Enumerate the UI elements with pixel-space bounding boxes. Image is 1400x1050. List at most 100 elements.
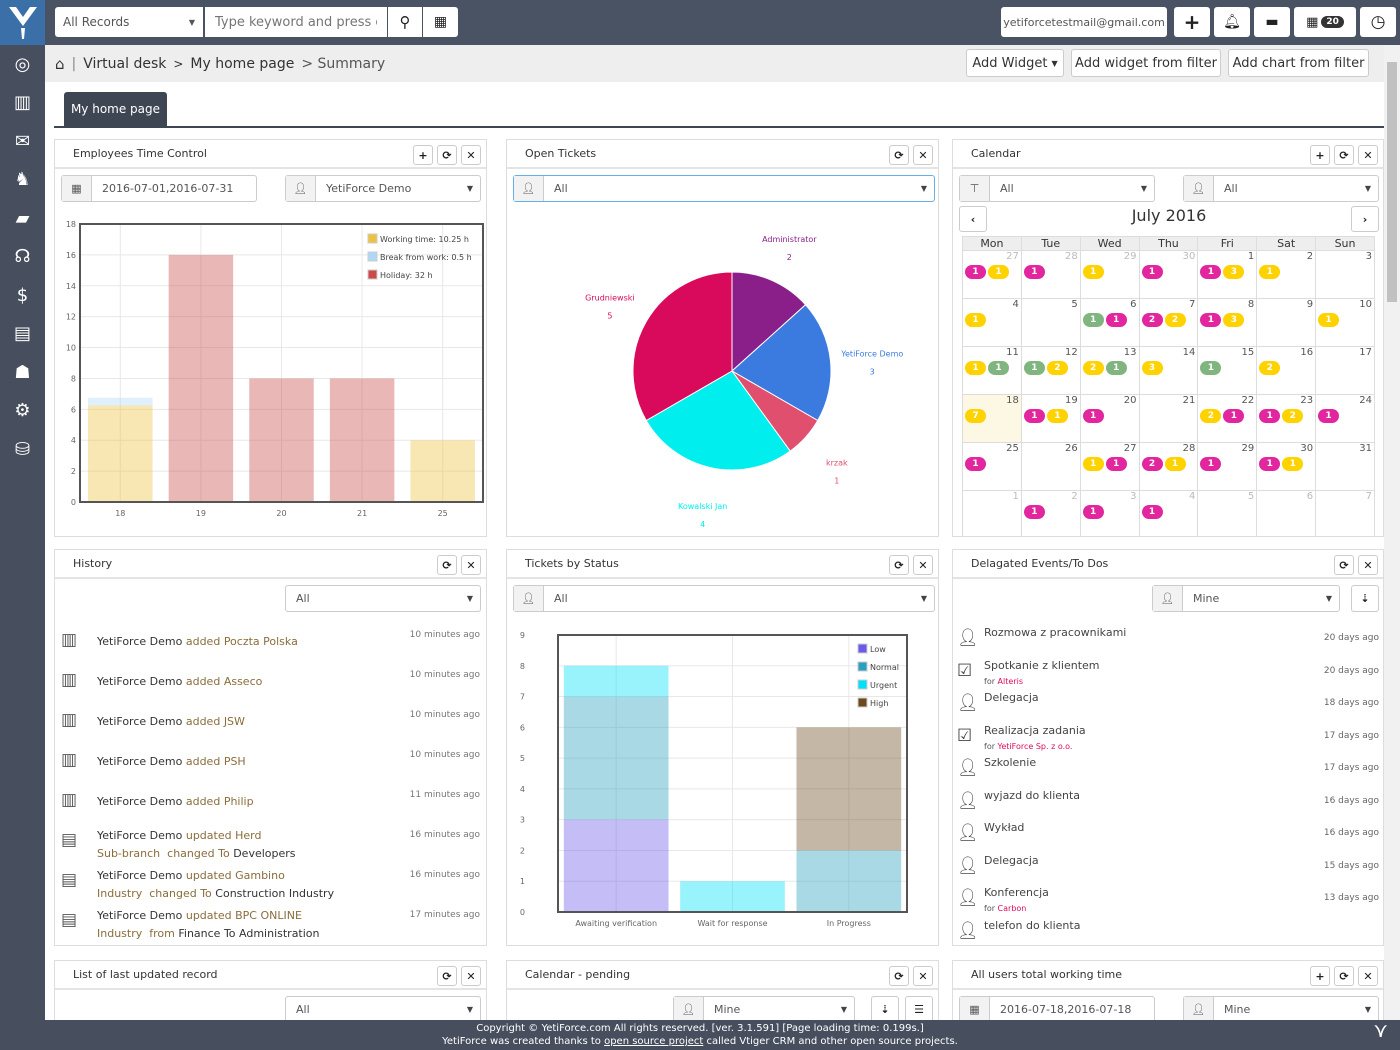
calendar-day[interactable]: 16 2 (1256, 346, 1317, 395)
calendar-day[interactable]: 21 (1138, 394, 1199, 443)
sort-icon[interactable]: ⇣ (871, 996, 899, 1023)
delegated-item[interactable]: 👤︎ Wykład 16 days ago (953, 815, 1383, 848)
history-user[interactable]: YetiForce Demo (97, 715, 183, 728)
refresh-icon[interactable]: ⟳ (1334, 555, 1354, 575)
search-button[interactable]: ⚲ (388, 7, 422, 37)
sort-icon[interactable]: ⇣ (1351, 585, 1379, 612)
event-count-badge[interactable]: 1 (1318, 313, 1340, 327)
event-title[interactable]: Wykład (984, 821, 1025, 834)
calendar-day[interactable]: 27 1 1 (962, 250, 1022, 299)
close-icon[interactable]: ✕ (461, 966, 481, 986)
event-count-badge[interactable]: 1 (1023, 505, 1045, 519)
event-count-badge[interactable]: 2 (1141, 457, 1163, 471)
calendar-day[interactable]: 18 7 (962, 394, 1022, 443)
close-icon[interactable]: ✕ (913, 145, 933, 165)
close-icon[interactable]: ✕ (1358, 555, 1378, 575)
calendar-day[interactable]: 13 2 1 (1079, 346, 1140, 395)
event-count-badge[interactable]: 1 (965, 361, 986, 375)
add-chart-from-filter-button[interactable]: Add chart from filter (1228, 49, 1369, 77)
add-button[interactable]: + (1310, 966, 1330, 986)
close-icon[interactable]: ✕ (461, 555, 481, 575)
history-target[interactable]: Herd (235, 829, 262, 842)
owner-select[interactable]: 👤︎ All ▼ (513, 585, 935, 612)
calendar-owner-select[interactable]: 👤︎ All ▼ (1183, 175, 1379, 202)
yetiforce-logo[interactable] (0, 0, 45, 45)
calendar-day[interactable]: 25 1 (962, 442, 1022, 491)
database-icon[interactable]: ⛁ (14, 438, 31, 460)
add-widget-from-filter-button[interactable]: Add widget from filter (1071, 49, 1221, 77)
calendar-day[interactable]: 11 1 1 (962, 346, 1022, 395)
add-button[interactable]: + (1310, 145, 1330, 165)
event-count-badge[interactable]: 1 (965, 313, 986, 327)
related-record[interactable]: Alteris (997, 676, 1023, 686)
event-count-badge[interactable]: 2 (1282, 409, 1304, 423)
event-count-badge[interactable]: 1 (1082, 409, 1104, 423)
event-count-badge[interactable]: 1 (1200, 361, 1222, 375)
close-icon[interactable]: ✕ (1358, 145, 1378, 165)
refresh-icon[interactable]: ⟳ (437, 555, 457, 575)
refresh-icon[interactable]: ⟳ (1334, 966, 1354, 986)
event-title[interactable]: telefon do klienta (984, 918, 1081, 932)
buildings-icon[interactable]: ▤ (13, 323, 31, 345)
scrollbar-thumb[interactable] (1387, 62, 1397, 302)
chat-button[interactable]: ▬ (1254, 7, 1290, 37)
reminders-button[interactable]: ▦ 20 (1294, 7, 1356, 37)
quick-create-button[interactable]: + (1174, 7, 1210, 37)
page-scrollbar[interactable] (1384, 45, 1400, 1020)
history-target[interactable]: BPC ONLINE (235, 909, 302, 922)
tab-my-home-page[interactable]: My home page (64, 92, 167, 126)
event-count-badge[interactable]: 1 (1105, 457, 1127, 471)
event-title[interactable]: Delegacja (984, 853, 1039, 867)
working-owner-select[interactable]: 👤︎ Mine ▼ (1183, 996, 1379, 1023)
last-updated-filter-select[interactable]: All ▼ (285, 996, 481, 1023)
event-count-badge[interactable]: 1 (1141, 265, 1163, 279)
notifications-button[interactable]: 🔔︎ (1214, 7, 1250, 37)
refresh-icon[interactable]: ⟳ (437, 145, 457, 165)
date-range-field[interactable]: ▦ 2016-07-01,2016-07-31 (61, 175, 257, 202)
history-filter-select[interactable]: All ▼ (285, 585, 481, 612)
history-target[interactable]: Philip (223, 795, 254, 808)
delegated-item[interactable]: 👤︎ Szkolenie 17 days ago (953, 750, 1383, 783)
advanced-search-button[interactable]: ▦ (423, 7, 458, 37)
support-icon[interactable]: ☊ (14, 246, 31, 268)
event-count-badge[interactable]: 1 (988, 361, 1009, 375)
event-count-badge[interactable]: 1 (1223, 409, 1245, 423)
history-target[interactable]: Poczta Polska (223, 635, 298, 648)
event-count-badge[interactable]: 1 (1259, 409, 1281, 423)
event-count-badge[interactable]: 2 (1141, 313, 1163, 327)
sales-icon[interactable]: ♞ (14, 169, 31, 191)
dashboard-icon[interactable]: ◎ (14, 53, 31, 75)
search-input[interactable] (205, 7, 387, 37)
tools-icon[interactable]: ⚙ (14, 400, 31, 422)
delegated-item[interactable]: 👤︎ Delegacja 18 days ago (953, 685, 1383, 718)
calendar-day[interactable]: 17 (1315, 346, 1375, 395)
time-control-button[interactable]: ◷ (1360, 7, 1396, 37)
delegated-item[interactable]: 👤︎ Konferencja for Carbon 13 days ago (953, 880, 1383, 913)
event-count-badge[interactable]: 2 (1082, 361, 1104, 375)
close-icon[interactable]: ✕ (1358, 966, 1378, 986)
owner-select[interactable]: 👤︎ All ▼ (513, 175, 935, 202)
breadcrumb-item[interactable]: Virtual desk (83, 55, 167, 72)
history-user[interactable]: YetiForce Demo (97, 795, 183, 808)
calendar-day[interactable]: 15 1 (1197, 346, 1258, 395)
event-count-badge[interactable]: 2 (1259, 361, 1281, 375)
event-count-badge[interactable]: 1 (1105, 361, 1127, 375)
calendar-day[interactable]: 29 1 (1079, 250, 1140, 299)
pending-owner-select[interactable]: 👤︎ Mine ▼ (673, 996, 855, 1023)
activity-type-select[interactable]: ⊤ All ▼ (959, 175, 1155, 202)
history-user[interactable]: YetiForce Demo (97, 869, 183, 882)
history-user[interactable]: YetiForce Demo (97, 755, 183, 768)
event-count-badge[interactable]: 1 (988, 265, 1009, 279)
history-user[interactable]: YetiForce Demo (97, 829, 183, 842)
event-count-badge[interactable]: 2 (1200, 409, 1222, 423)
event-count-badge[interactable]: 1 (1082, 313, 1104, 327)
calendar-day[interactable]: 30 1 1 (1256, 442, 1317, 491)
event-count-badge[interactable]: 1 (1200, 457, 1222, 471)
calendar-day[interactable]: 10 1 (1315, 298, 1375, 347)
delegated-item[interactable]: ☑ Realizacja zadania for YetiForce Sp. z… (953, 718, 1383, 751)
calendar-day[interactable]: 5 (1020, 298, 1081, 347)
delegated-owner-select[interactable]: 👤︎ Mine ▼ (1152, 585, 1340, 612)
event-title[interactable]: wyjazd do klienta (984, 788, 1081, 802)
